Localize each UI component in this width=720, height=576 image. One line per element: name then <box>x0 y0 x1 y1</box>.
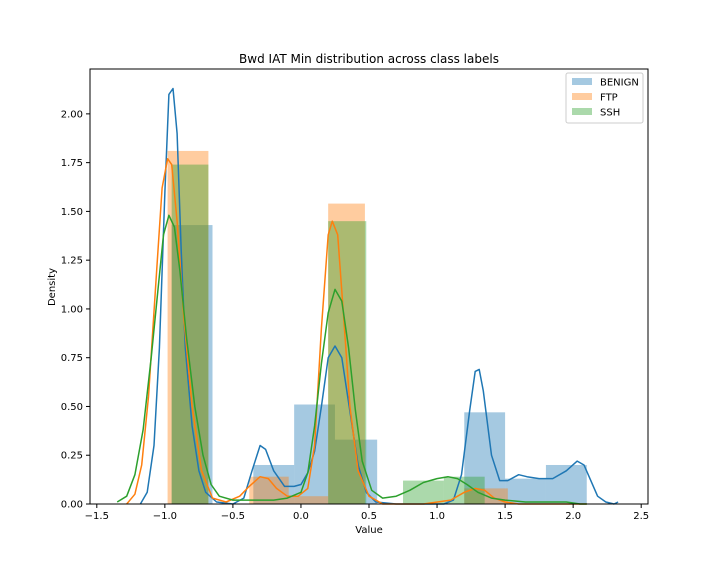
kde-line <box>116 214 587 505</box>
x-axis-label: Value <box>355 525 382 536</box>
y-tick-label: 2.00 <box>61 109 83 120</box>
hist-bar <box>505 478 546 504</box>
x-tick-label: 1.5 <box>497 511 513 522</box>
x-tick-label: −1.5 <box>85 511 109 522</box>
legend: BENIGN FTP SSH <box>565 72 644 124</box>
legend-box <box>565 72 644 124</box>
y-tick-label: 1.00 <box>61 304 83 315</box>
histogram-layer <box>167 150 587 505</box>
x-tick-label: 2.0 <box>565 511 581 522</box>
y-tick-label: 0.75 <box>61 353 83 364</box>
x-tick-label: 0.0 <box>293 511 309 522</box>
x-tick-label: −1.0 <box>153 511 177 522</box>
hist-bar <box>288 496 329 504</box>
legend-swatch <box>572 93 592 100</box>
legend-swatch <box>572 108 592 115</box>
legend-swatch <box>572 78 592 85</box>
x-tick-label: 0.5 <box>361 511 377 522</box>
y-tick-label: 1.25 <box>61 256 83 267</box>
y-axis: 0.00 0.25 0.50 0.75 1.00 1.25 1.50 1.75 2.00 <box>61 109 90 511</box>
y-tick-label: 1.75 <box>61 158 83 169</box>
y-tick-label: 0.50 <box>61 402 83 413</box>
kde-line <box>126 157 587 505</box>
x-axis: −1.5 −1.0 −0.5 0.0 0.5 1.0 1.5 2.0 2.5 <box>85 504 649 522</box>
x-tick-label: 1.0 <box>429 511 445 522</box>
hist-bar <box>403 480 444 504</box>
y-tick-label: 0.25 <box>61 451 83 462</box>
chart-title: Bwd IAT Min distribution across class la… <box>239 52 499 66</box>
x-tick-label: 2.5 <box>633 511 649 522</box>
legend-label: BENIGN <box>600 78 639 89</box>
y-tick-label: 0.00 <box>61 500 83 511</box>
kde-line <box>139 87 619 505</box>
legend-label: FTP <box>600 93 618 104</box>
legend-label: SSH <box>600 108 620 119</box>
y-axis-label: Density <box>47 268 58 306</box>
x-tick-label: −0.5 <box>221 511 245 522</box>
hist-bar <box>171 225 213 504</box>
kde-layer <box>116 87 619 505</box>
y-tick-label: 1.50 <box>61 207 83 218</box>
hist-bar <box>464 412 506 504</box>
